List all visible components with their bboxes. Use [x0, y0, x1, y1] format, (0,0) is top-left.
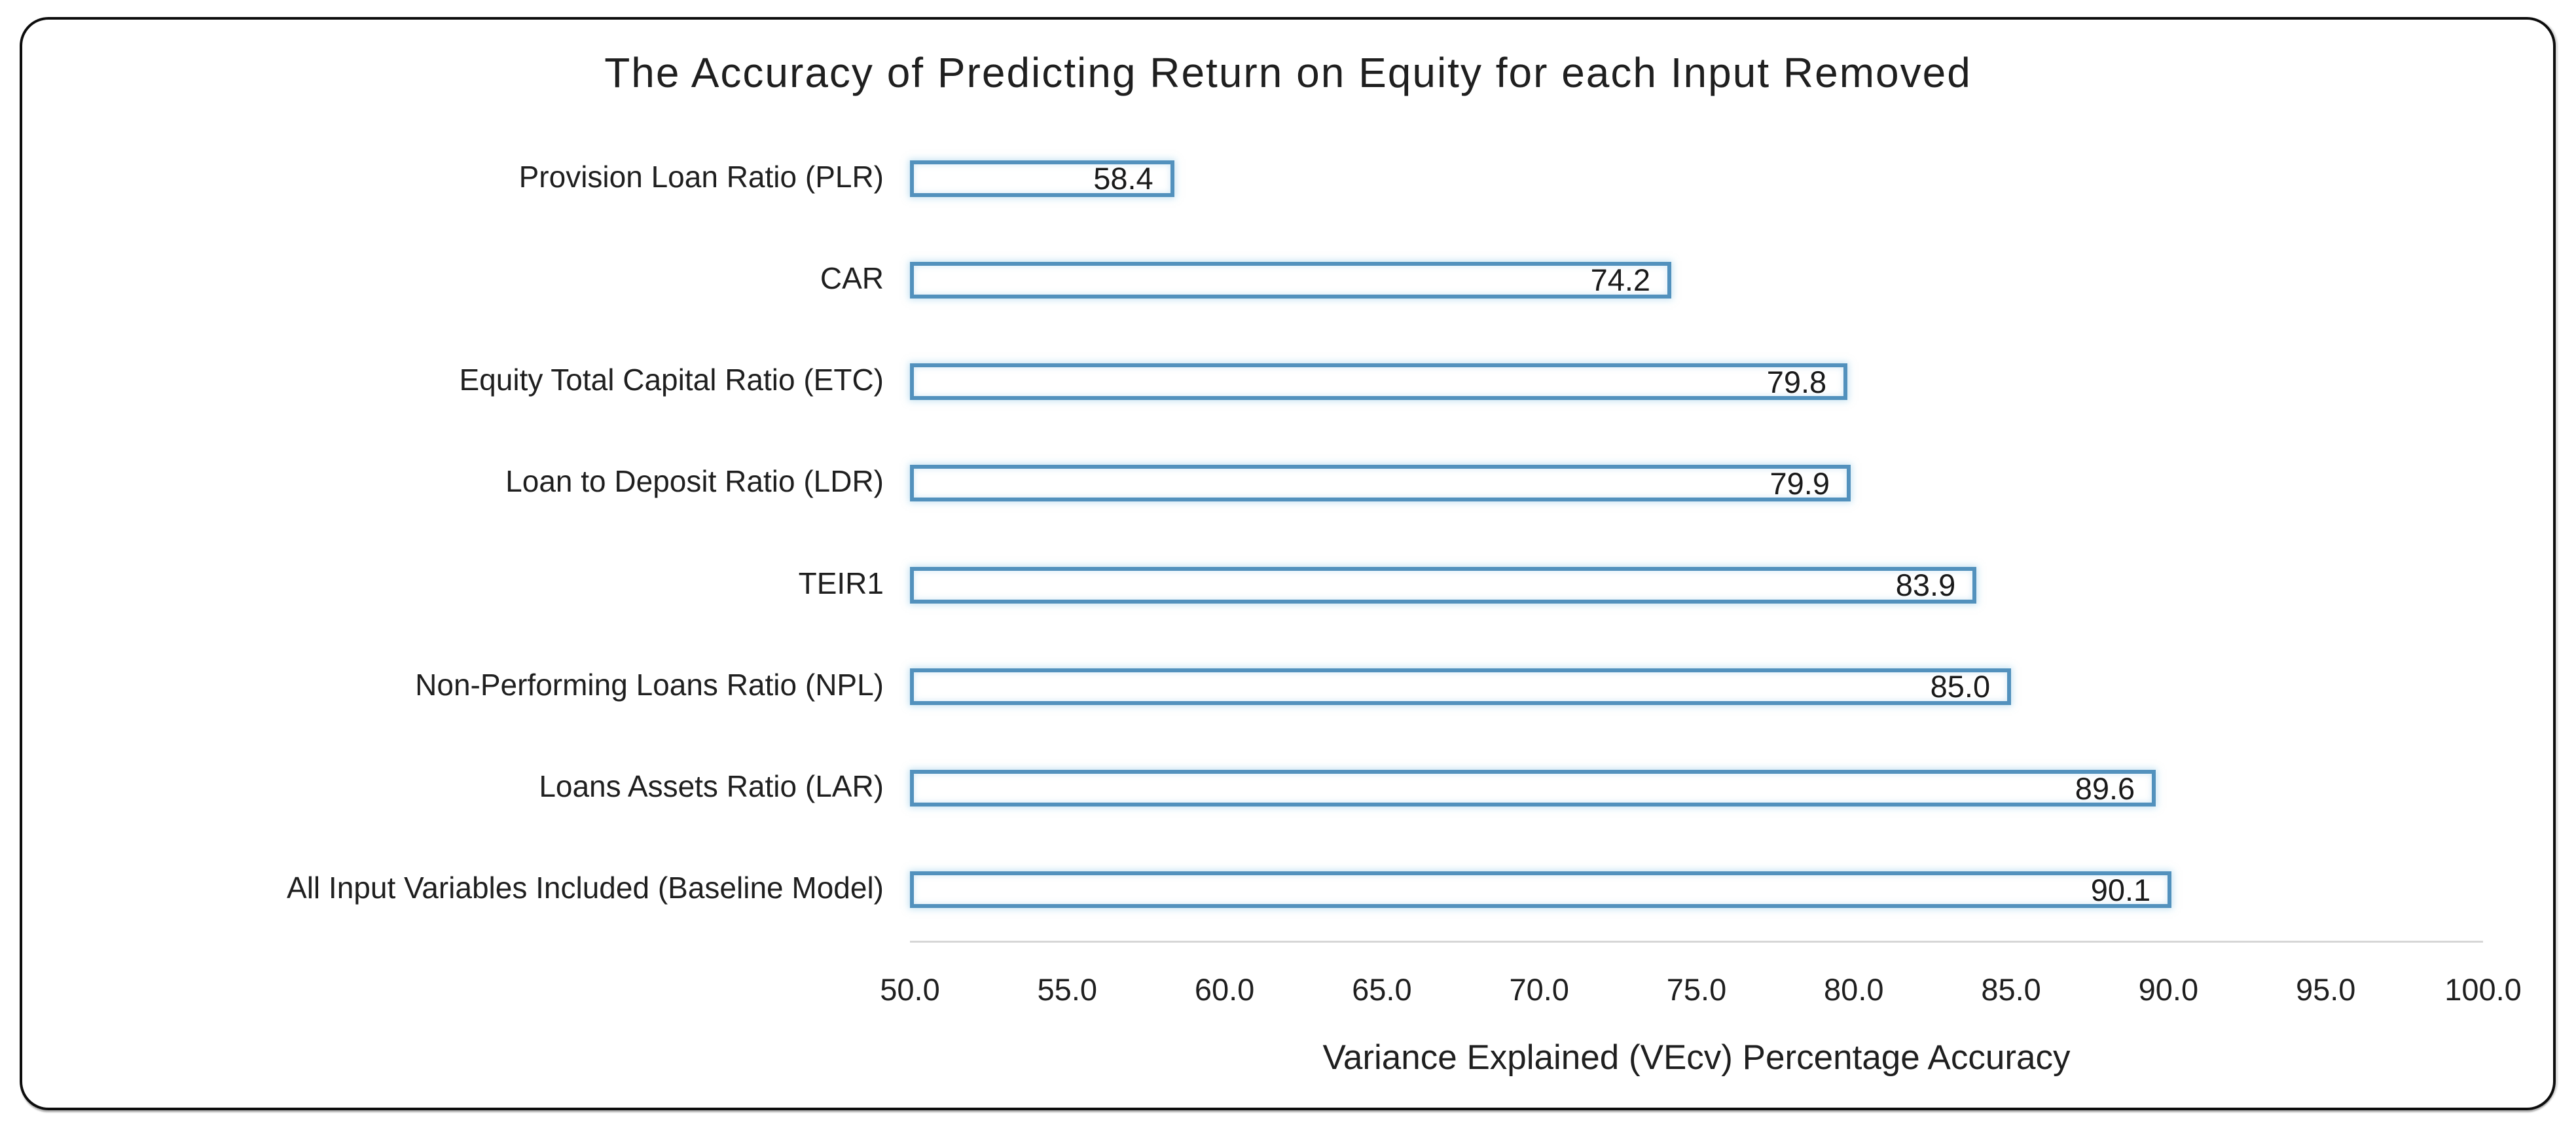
bar-value-label: 74.2: [1590, 263, 1651, 298]
category-label: Non-Performing Loans Ratio (NPL): [415, 667, 884, 702]
x-axis-title: Variance Explained (VEcv) Percentage Acc…: [1322, 1038, 2071, 1077]
x-tick-label: 50.0: [880, 972, 940, 1007]
x-tick-label: 95.0: [2295, 972, 2356, 1007]
bar: 89.6: [910, 770, 2156, 807]
x-tick-label: 65.0: [1352, 972, 1412, 1007]
x-tick-label: 80.0: [1824, 972, 1884, 1007]
bar-value-label: 90.1: [2090, 872, 2151, 907]
chart-frame-border: [20, 17, 2556, 1110]
x-axis-line: [910, 941, 2483, 943]
x-tick-label: 60.0: [1194, 972, 1255, 1007]
category-label: Equity Total Capital Ratio (ETC): [459, 363, 884, 397]
bar-value-label: 58.4: [1093, 161, 1153, 196]
bar-value-label: 89.6: [2075, 770, 2135, 806]
category-label: Loan to Deposit Ratio (LDR): [505, 464, 884, 499]
x-tick-label: 70.0: [1509, 972, 1569, 1007]
category-label: Provision Loan Ratio (PLR): [518, 159, 884, 194]
bar: 58.4: [910, 160, 1174, 197]
bar: 74.2: [910, 261, 1672, 299]
bar: 79.9: [910, 465, 1851, 502]
x-tick-label: 55.0: [1037, 972, 1098, 1007]
bar-value-label: 83.9: [1895, 568, 1956, 603]
bar-value-label: 85.0: [1930, 669, 1991, 704]
x-tick-label: 85.0: [1981, 972, 2041, 1007]
bar: 83.9: [910, 566, 1977, 604]
bar: 85.0: [910, 668, 2012, 705]
category-label: All Input Variables Included (Baseline M…: [287, 871, 884, 905]
bar: 79.8: [910, 363, 1848, 401]
bar-value-label: 79.8: [1766, 364, 1827, 399]
category-label: TEIR1: [798, 566, 884, 600]
bar: 90.1: [910, 871, 2172, 909]
bar-value-label: 79.9: [1769, 465, 1830, 501]
chart-title: The Accuracy of Predicting Return on Equ…: [604, 49, 1972, 96]
category-label: Loans Assets Ratio (LAR): [539, 769, 884, 804]
x-tick-label: 90.0: [2138, 972, 2199, 1007]
category-label: CAR: [820, 261, 884, 295]
x-tick-label: 100.0: [2444, 972, 2522, 1007]
x-tick-label: 75.0: [1666, 972, 1727, 1007]
